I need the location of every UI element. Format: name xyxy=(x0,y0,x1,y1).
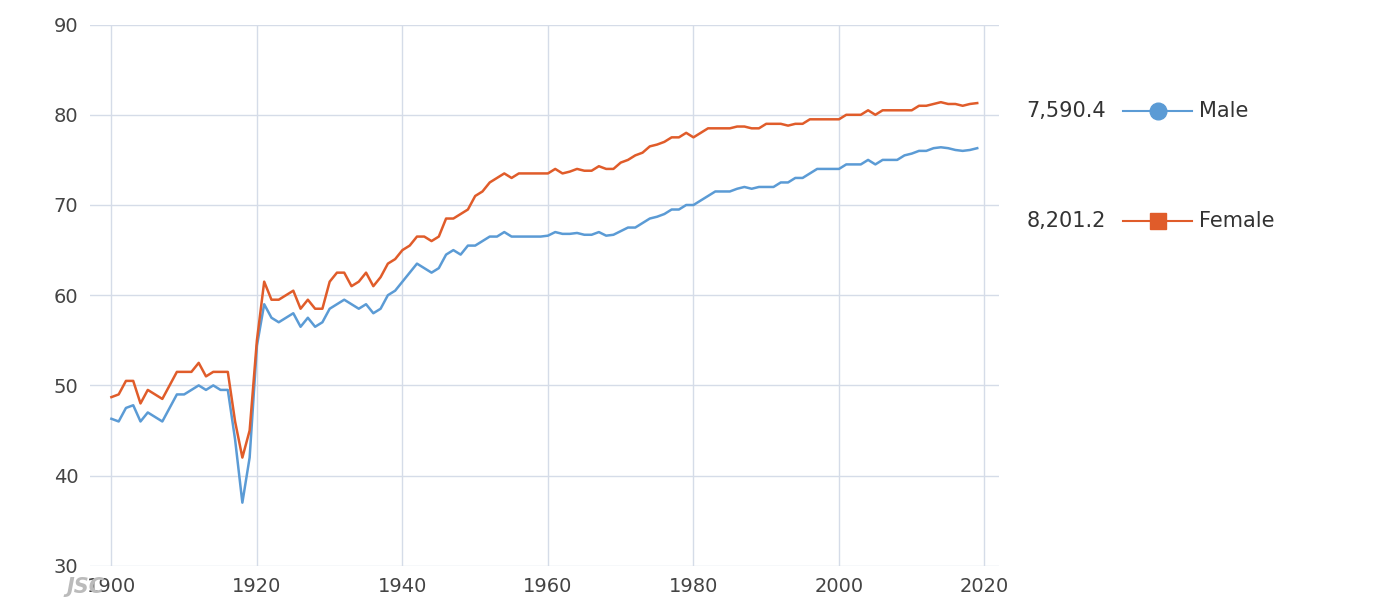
Text: Male: Male xyxy=(1199,101,1248,121)
Text: JSC: JSC xyxy=(66,576,105,597)
Text: 8,201.2: 8,201.2 xyxy=(1027,212,1107,231)
Text: 7,590.4: 7,590.4 xyxy=(1027,101,1107,121)
Text: Female: Female xyxy=(1199,212,1275,231)
